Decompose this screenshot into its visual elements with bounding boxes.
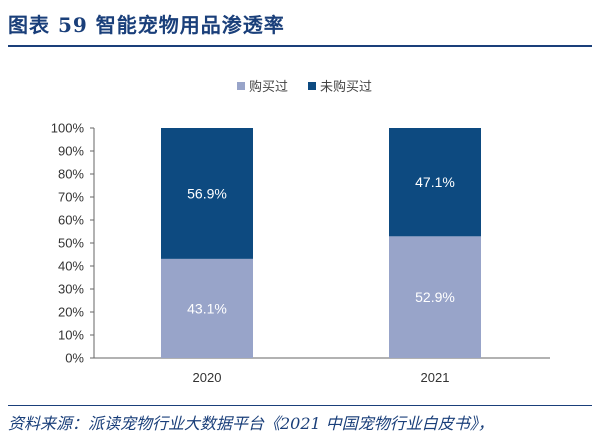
x-tick-label: 2020 (193, 370, 222, 385)
figure-title: 图表 59 智能宠物用品渗透率 (8, 13, 285, 37)
stacked-bar-chart: 购买过 未购买过 0% 10% 20% 30% 40% 50% 60% 70% 80% 90% 100… (51, 79, 550, 385)
bar-segment (161, 128, 253, 259)
y-tick-label: 80% (58, 167, 84, 182)
x-tick-label: 2021 (421, 370, 450, 385)
y-tick-label: 100% (51, 121, 85, 136)
source-divider (8, 405, 592, 406)
legend-label: 购买过 (249, 79, 288, 94)
y-tick-label: 60% (58, 213, 84, 228)
y-tick-label: 40% (58, 259, 84, 274)
bar-value-label: 47.1% (415, 174, 455, 190)
bar-segment (389, 236, 481, 358)
y-tick-label: 30% (58, 282, 84, 297)
legend-swatch (308, 82, 316, 90)
y-tick-label: 10% (58, 328, 84, 343)
bar-segment (161, 258, 253, 358)
y-tick-label: 0% (65, 351, 84, 366)
y-tick-label: 70% (58, 190, 84, 205)
x-axis: 2020 2021 (94, 357, 550, 385)
legend-label: 未购买过 (320, 79, 372, 94)
title-divider (8, 45, 592, 47)
source-note: 资料来源：派读宠物行业大数据平台《2021 中国宠物行业白皮书》， (8, 414, 494, 433)
bar-segment (389, 128, 481, 237)
chart-legend: 购买过 未购买过 (237, 79, 372, 94)
bar-value-label: 43.1% (187, 300, 227, 316)
y-tick-label: 90% (58, 144, 84, 159)
bars: 43.1% 56.9% 52.9% 47.1% (161, 128, 481, 358)
y-tick-label: 20% (58, 305, 84, 320)
bar-value-label: 52.9% (415, 289, 455, 305)
y-tick-label: 50% (58, 236, 84, 251)
y-axis: 0% 10% 20% 30% 40% 50% 60% 70% 80% 90% 100% (51, 121, 95, 366)
legend-swatch (237, 82, 245, 90)
bar-value-label: 56.9% (187, 185, 227, 201)
